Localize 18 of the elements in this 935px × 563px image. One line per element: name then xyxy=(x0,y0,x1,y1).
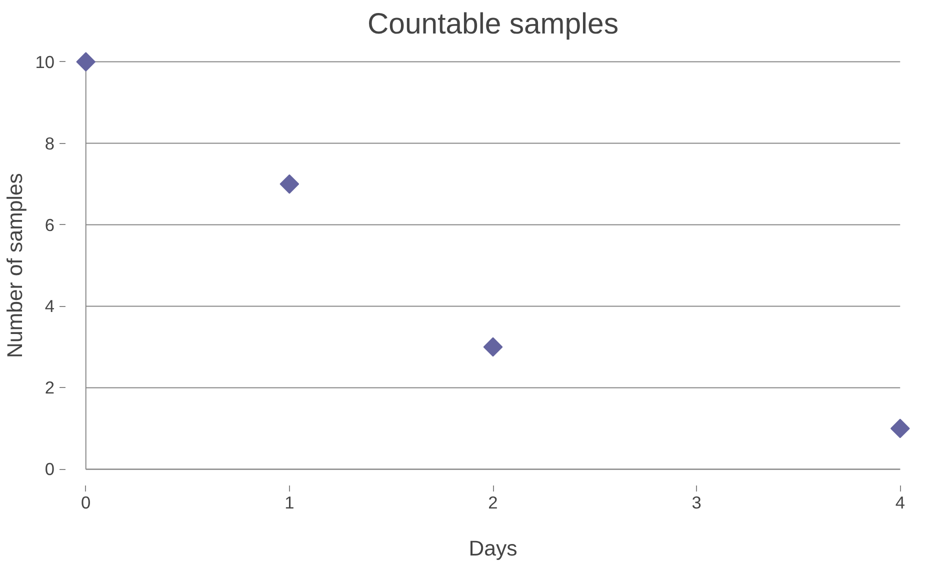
x-tick-label: 0 xyxy=(81,492,91,512)
x-tick-label: 4 xyxy=(895,492,906,512)
point xyxy=(483,337,503,357)
y-tick-label: 2 xyxy=(44,378,55,398)
point xyxy=(76,52,96,72)
x-tick-label: 2 xyxy=(488,492,498,512)
x-axis-title: Days xyxy=(468,536,518,560)
point xyxy=(890,418,910,438)
y-axis-title: Number of samples xyxy=(3,173,28,358)
y-tick-label: 10 xyxy=(35,52,55,72)
y-tick-label: 4 xyxy=(44,296,55,316)
x-tick-label: 1 xyxy=(284,492,294,512)
chart-title: Countable samples xyxy=(367,8,619,40)
y-tick-label: 6 xyxy=(44,214,55,235)
point xyxy=(280,174,300,194)
x-tick-label: 3 xyxy=(692,492,702,512)
y-tick-label: 8 xyxy=(44,133,55,154)
y-tick-label: 0 xyxy=(44,459,55,480)
